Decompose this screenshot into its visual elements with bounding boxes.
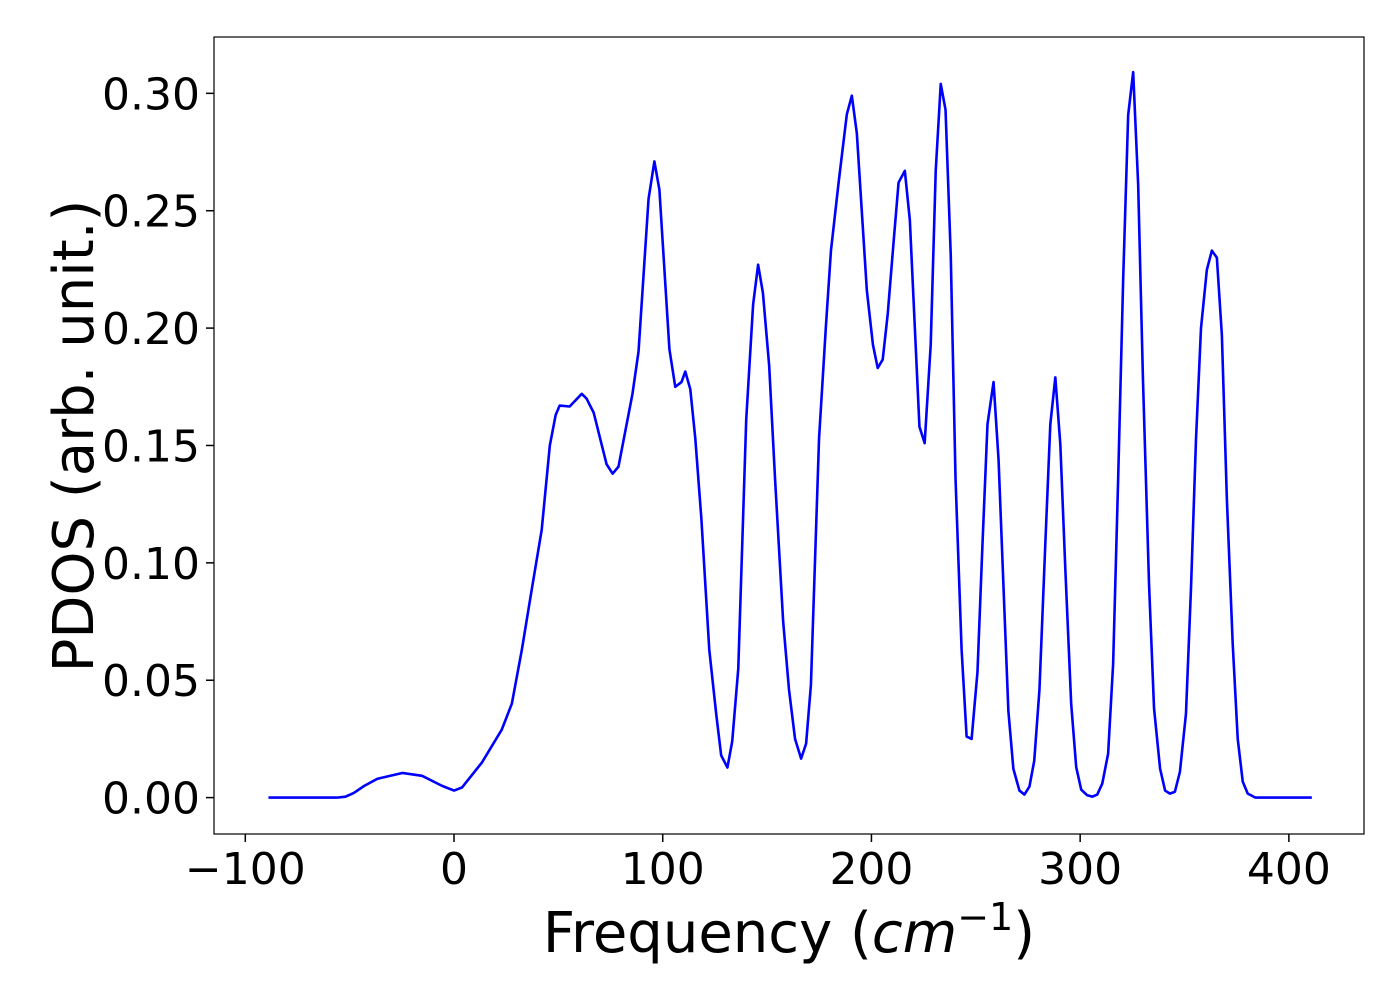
x-tick-label: 100 — [621, 844, 705, 895]
x-tick-label: 200 — [829, 844, 913, 895]
y-tick-label: 0.15 — [102, 421, 200, 472]
data-line — [268, 70, 1312, 799]
y-tick-label: 0.10 — [102, 539, 200, 590]
x-label-text: Frequency ( — [543, 901, 872, 966]
y-tick-label: 0.05 — [102, 656, 200, 707]
x-label-close: ) — [1013, 901, 1035, 966]
x-label-exponent: −1 — [957, 895, 1013, 939]
y-tick-label: 0.25 — [102, 187, 200, 238]
x-label-unit: cm — [872, 901, 957, 966]
y-tick-label: 0.20 — [102, 304, 200, 355]
y-tick-label: 0.00 — [102, 774, 200, 825]
plot-frame — [213, 36, 1365, 835]
y-axis-label: PDOS (arb. unit.) — [42, 200, 107, 673]
x-axis-label: Frequency (cm−1) — [543, 895, 1035, 966]
x-tick-label: 400 — [1247, 844, 1331, 895]
x-tick-label: −100 — [185, 844, 306, 895]
x-tick-label: 300 — [1038, 844, 1122, 895]
y-tick-label: 0.30 — [102, 69, 200, 120]
x-tick-label: 0 — [440, 844, 468, 895]
